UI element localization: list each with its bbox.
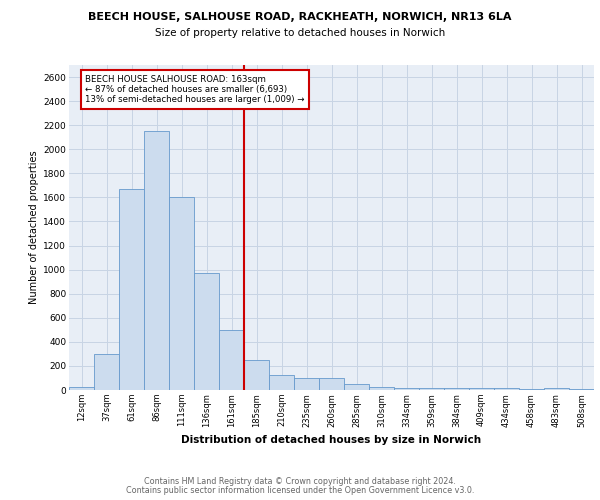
- Bar: [344, 384, 369, 390]
- Bar: [394, 388, 419, 390]
- Bar: [294, 378, 319, 390]
- Bar: [494, 388, 519, 390]
- Bar: [269, 375, 294, 390]
- Bar: [419, 388, 444, 390]
- Y-axis label: Number of detached properties: Number of detached properties: [29, 150, 39, 304]
- Text: BEECH HOUSE SALHOUSE ROAD: 163sqm
← 87% of detached houses are smaller (6,693)
1: BEECH HOUSE SALHOUSE ROAD: 163sqm ← 87% …: [85, 74, 305, 104]
- Bar: [369, 387, 394, 390]
- Bar: [119, 189, 144, 390]
- Bar: [319, 378, 344, 390]
- Bar: [94, 354, 119, 390]
- Bar: [194, 273, 219, 390]
- Bar: [169, 198, 194, 390]
- X-axis label: Distribution of detached houses by size in Norwich: Distribution of detached houses by size …: [181, 435, 482, 445]
- Bar: [544, 388, 569, 390]
- Text: Contains public sector information licensed under the Open Government Licence v3: Contains public sector information licen…: [126, 486, 474, 495]
- Bar: [219, 330, 244, 390]
- Bar: [144, 131, 169, 390]
- Bar: [444, 388, 469, 390]
- Bar: [69, 387, 94, 390]
- Text: Contains HM Land Registry data © Crown copyright and database right 2024.: Contains HM Land Registry data © Crown c…: [144, 477, 456, 486]
- Bar: [469, 388, 494, 390]
- Text: BEECH HOUSE, SALHOUSE ROAD, RACKHEATH, NORWICH, NR13 6LA: BEECH HOUSE, SALHOUSE ROAD, RACKHEATH, N…: [88, 12, 512, 22]
- Bar: [244, 360, 269, 390]
- Text: Size of property relative to detached houses in Norwich: Size of property relative to detached ho…: [155, 28, 445, 38]
